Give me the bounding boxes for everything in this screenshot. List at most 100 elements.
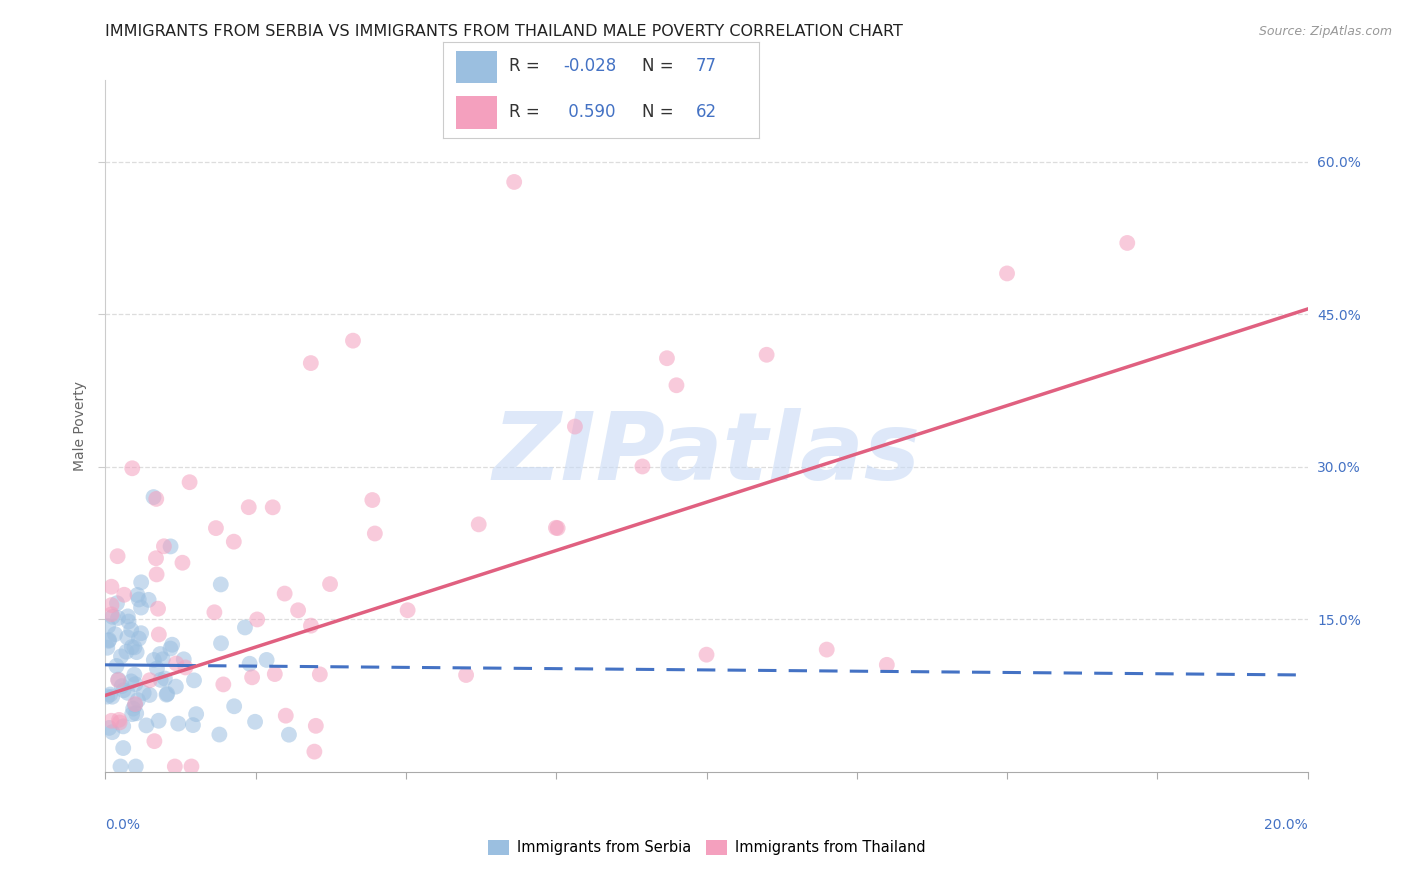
Point: [278, 728, 301, 742]
Point: [212, 677, 235, 691]
Point: [98, 632, 121, 647]
Point: [142, 490, 165, 504]
Point: [304, 745, 326, 759]
Point: [308, 667, 330, 681]
Point: [96, 640, 118, 655]
Point: [145, 567, 167, 582]
Text: N =: N =: [643, 103, 679, 121]
Point: [262, 500, 284, 515]
Point: [238, 500, 260, 515]
Point: [128, 632, 150, 646]
Point: [108, 713, 131, 727]
Point: [146, 601, 169, 615]
Text: 77: 77: [696, 57, 717, 76]
Point: [125, 706, 148, 721]
Text: 0.0%: 0.0%: [105, 818, 141, 832]
Point: [105, 596, 128, 610]
Point: [148, 627, 170, 641]
Point: [149, 673, 172, 687]
Point: [121, 640, 143, 654]
Point: [122, 701, 145, 715]
Point: [124, 667, 146, 681]
Point: [239, 657, 262, 671]
Point: [165, 657, 187, 671]
Point: [149, 647, 172, 661]
Point: [127, 693, 149, 707]
Point: [163, 759, 186, 773]
Point: [209, 577, 232, 591]
Text: Source: ZipAtlas.com: Source: ZipAtlas.com: [1258, 25, 1392, 37]
Point: [104, 627, 127, 641]
Point: [224, 699, 246, 714]
Point: [287, 603, 309, 617]
Point: [243, 714, 266, 729]
Text: N =: N =: [643, 57, 679, 76]
Point: [159, 641, 181, 656]
Point: [233, 620, 256, 634]
Point: [361, 493, 384, 508]
Point: [153, 539, 176, 553]
Point: [125, 645, 148, 659]
Point: [815, 642, 838, 657]
Point: [1116, 235, 1139, 250]
Point: [101, 610, 124, 624]
Point: [631, 459, 654, 474]
Point: [165, 680, 187, 694]
Point: [364, 526, 387, 541]
Point: [145, 491, 167, 506]
Point: [319, 577, 342, 591]
Point: [107, 611, 129, 625]
Point: [142, 653, 165, 667]
Point: [115, 645, 138, 659]
Point: [117, 609, 139, 624]
Point: [696, 648, 718, 662]
Point: [107, 673, 129, 687]
Point: [179, 475, 201, 490]
Point: [145, 551, 167, 566]
Point: [160, 638, 183, 652]
Point: [125, 759, 148, 773]
Point: [273, 586, 295, 600]
Point: [467, 517, 489, 532]
Point: [124, 677, 146, 691]
Legend: Immigrants from Serbia, Immigrants from Thailand: Immigrants from Serbia, Immigrants from …: [482, 834, 931, 861]
Point: [107, 673, 129, 688]
Point: [564, 419, 586, 434]
Point: [205, 521, 228, 535]
Point: [112, 588, 135, 602]
Point: [547, 521, 569, 535]
Bar: [456, 95, 496, 128]
Point: [180, 759, 202, 773]
Point: [181, 718, 204, 732]
Point: [396, 603, 419, 617]
Point: [152, 652, 174, 666]
Point: [128, 592, 150, 607]
Text: R =: R =: [509, 57, 546, 76]
Point: [222, 534, 245, 549]
Point: [209, 636, 232, 650]
Point: [143, 734, 166, 748]
Point: [98, 721, 121, 735]
Point: [544, 521, 567, 535]
Point: [112, 719, 135, 733]
Point: [240, 670, 263, 684]
Point: [117, 615, 139, 629]
Point: [120, 623, 142, 637]
Point: [124, 640, 146, 655]
Bar: [456, 51, 496, 83]
Text: -0.028: -0.028: [562, 57, 616, 76]
Point: [101, 690, 124, 704]
Point: [110, 759, 132, 773]
Point: [129, 600, 152, 615]
Point: [111, 679, 134, 693]
Point: [995, 267, 1018, 281]
Point: [129, 626, 152, 640]
Point: [120, 674, 142, 689]
Point: [246, 612, 269, 626]
Point: [159, 540, 181, 554]
Point: [208, 727, 231, 741]
Point: [100, 598, 122, 612]
Point: [127, 588, 149, 602]
Point: [97, 633, 120, 648]
Point: [183, 673, 205, 688]
